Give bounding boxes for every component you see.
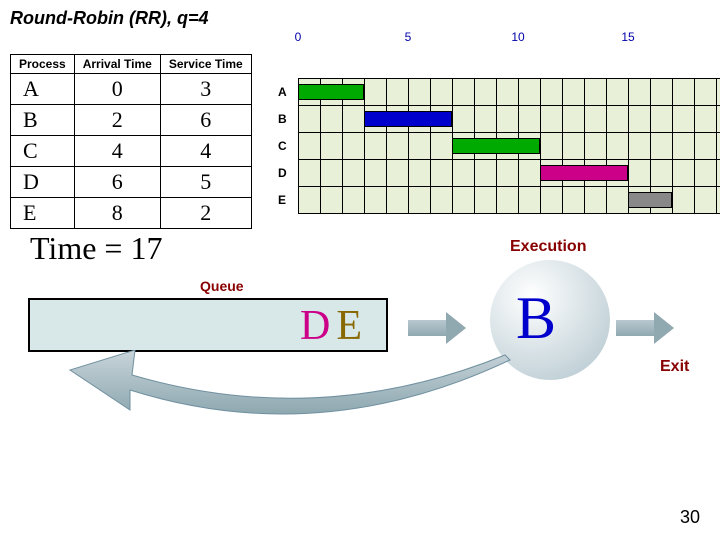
table-row: D65 [11, 167, 252, 198]
queue-item: E [336, 303, 362, 349]
table-cell: D [11, 167, 75, 198]
process-table: ProcessArrival TimeService Time A03B26C4… [10, 54, 252, 229]
table-cell: B [11, 105, 75, 136]
table-cell: 4 [160, 136, 251, 167]
table-cell: 8 [74, 198, 160, 229]
table-cell: A [11, 74, 75, 105]
slide-number: 30 [680, 507, 700, 528]
table-cell: 5 [160, 167, 251, 198]
table-header: Service Time [160, 55, 251, 74]
table-cell: 6 [74, 167, 160, 198]
arrow-to-exec [408, 312, 466, 344]
gantt-bar [540, 165, 628, 181]
return-arrow [60, 350, 520, 440]
slide-title: Round-Robin (RR), q=4 [10, 8, 208, 29]
table-row: B26 [11, 105, 252, 136]
table-cell: 2 [160, 198, 251, 229]
gantt-bar [364, 111, 452, 127]
queue-label: Queue [200, 278, 244, 294]
tick-label: 10 [511, 30, 524, 44]
tick-label: 15 [621, 30, 634, 44]
table-cell: 6 [160, 105, 251, 136]
table-cell: C [11, 136, 75, 167]
queue-items: DE [300, 302, 368, 350]
table-header: Arrival Time [74, 55, 160, 74]
queue-item: D [300, 303, 330, 349]
exit-label: Exit [660, 358, 689, 376]
table-header: Process [11, 55, 75, 74]
row-label: B [278, 112, 287, 126]
arrow-to-exit [616, 312, 674, 344]
tick-label: 5 [405, 30, 412, 44]
table-row: A03 [11, 74, 252, 105]
table-cell: 2 [74, 105, 160, 136]
table-cell: 3 [160, 74, 251, 105]
table-row: C44 [11, 136, 252, 167]
gantt-bar [628, 192, 672, 208]
row-label: E [278, 193, 286, 207]
gantt-bar [452, 138, 540, 154]
tick-label: 0 [295, 30, 302, 44]
row-label: D [278, 166, 287, 180]
gantt-bar [298, 84, 364, 100]
row-label: A [278, 85, 287, 99]
table-cell: 4 [74, 136, 160, 167]
row-label: C [278, 139, 287, 153]
table-row: E82 [11, 198, 252, 229]
table-cell: E [11, 198, 75, 229]
table-cell: 0 [74, 74, 160, 105]
time-label: Time = 17 [30, 230, 162, 267]
executing-process: B [516, 284, 556, 353]
execution-label: Execution [510, 238, 586, 256]
